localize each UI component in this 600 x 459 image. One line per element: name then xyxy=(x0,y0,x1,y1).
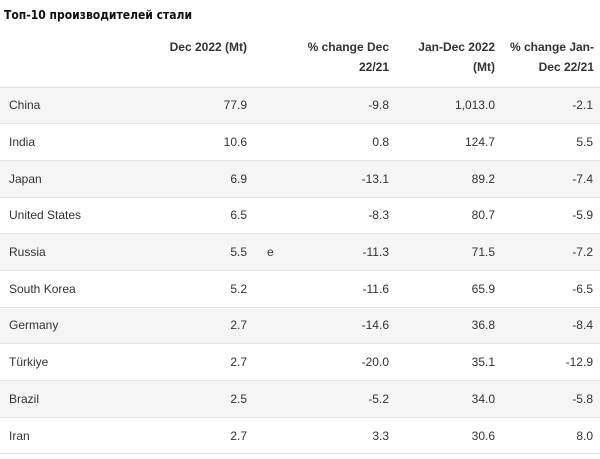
country-cell: South Korea xyxy=(0,270,160,308)
table-row: Türkiye 2.7 -20.0 35.1 -12.9 xyxy=(0,343,600,381)
country-cell: Russia xyxy=(0,233,160,271)
dec-2022-cell: 2.5 xyxy=(160,380,253,418)
header-country xyxy=(0,33,160,88)
dec-2022-cell: 10.6 xyxy=(160,123,253,161)
estimate-flag-cell xyxy=(253,197,273,235)
dec-2022-cell: 2.7 xyxy=(160,417,253,455)
dec-change-cell: -14.6 xyxy=(273,307,395,345)
header-dec-2022: Dec 2022 (Mt) xyxy=(160,33,253,88)
jan-dec-2022-cell: 71.5 xyxy=(395,233,501,271)
jan-dec-2022-cell: 36.8 xyxy=(395,307,501,345)
table-row: Iran 2.7 3.3 30.6 8.0 xyxy=(0,417,600,455)
table-row: South Korea 5.2 -11.6 65.9 -6.5 xyxy=(0,270,600,308)
jan-dec-change-cell: -2.1 xyxy=(501,87,600,125)
table-body: China 77.9 -9.8 1,013.0 -2.1 India 10.6 0.8 124.… xyxy=(0,87,600,455)
estimate-flag-cell xyxy=(253,123,273,161)
dec-change-cell: -11.3 xyxy=(273,233,395,271)
dec-change-cell: -9.8 xyxy=(273,87,395,125)
header-row: Dec 2022 (Mt) % change Dec 22/21 Jan-Dec… xyxy=(0,33,600,88)
dec-change-cell: 3.3 xyxy=(273,417,395,455)
country-cell: China xyxy=(0,87,160,125)
estimate-flag-cell xyxy=(253,417,273,455)
dec-change-cell: 0.8 xyxy=(273,123,395,161)
header-jan-dec-2022: Jan-Dec 2022 (Mt) xyxy=(395,33,501,88)
estimate-flag-cell xyxy=(253,87,273,125)
jan-dec-change-cell: -12.9 xyxy=(501,343,600,381)
table-row: China 77.9 -9.8 1,013.0 -2.1 xyxy=(0,87,600,125)
estimate-flag-cell xyxy=(253,160,273,198)
dec-change-cell: -5.2 xyxy=(273,380,395,418)
dec-change-cell: -11.6 xyxy=(273,270,395,308)
jan-dec-change-cell: -6.5 xyxy=(501,270,600,308)
jan-dec-2022-cell: 34.0 xyxy=(395,380,501,418)
jan-dec-2022-cell: 30.6 xyxy=(395,417,501,455)
estimate-flag-cell xyxy=(253,270,273,308)
table-row: Brazil 2.5 -5.2 34.0 -5.8 xyxy=(0,380,600,418)
dec-change-cell: -8.3 xyxy=(273,197,395,235)
country-cell: Japan xyxy=(0,160,160,198)
jan-dec-change-cell: -8.4 xyxy=(501,307,600,345)
jan-dec-2022-cell: 89.2 xyxy=(395,160,501,198)
dec-2022-cell: 5.2 xyxy=(160,270,253,308)
header-dec-change: % change Dec 22/21 xyxy=(273,33,395,88)
dec-2022-cell: 2.7 xyxy=(160,307,253,345)
steel-producers-table: Dec 2022 (Mt) % change Dec 22/21 Jan-Dec… xyxy=(0,33,600,455)
jan-dec-2022-cell: 65.9 xyxy=(395,270,501,308)
dec-change-cell: -20.0 xyxy=(273,343,395,381)
dec-2022-cell: 5.5 xyxy=(160,233,253,271)
jan-dec-change-cell: -5.8 xyxy=(501,380,600,418)
jan-dec-2022-cell: 1,013.0 xyxy=(395,87,501,125)
table-row: Germany 2.7 -14.6 36.8 -8.4 xyxy=(0,307,600,345)
table-row: Russia 5.5 e -11.3 71.5 -7.2 xyxy=(0,233,600,271)
country-cell: Germany xyxy=(0,307,160,345)
table-row: India 10.6 0.8 124.7 5.5 xyxy=(0,123,600,161)
estimate-flag-cell: e xyxy=(253,233,274,271)
estimate-flag-cell xyxy=(253,380,273,418)
dec-2022-cell: 6.5 xyxy=(160,197,253,235)
country-cell: United States xyxy=(0,197,160,235)
country-cell: Brazil xyxy=(0,380,160,418)
table-row: United States 6.5 -8.3 80.7 -5.9 xyxy=(0,197,600,235)
jan-dec-change-cell: -7.2 xyxy=(501,233,600,271)
table-header: Dec 2022 (Mt) % change Dec 22/21 Jan-Dec… xyxy=(0,33,600,88)
jan-dec-change-cell: 8.0 xyxy=(501,417,600,455)
dec-2022-cell: 77.9 xyxy=(160,87,253,125)
country-cell: Iran xyxy=(0,417,160,455)
jan-dec-2022-cell: 80.7 xyxy=(395,197,501,235)
header-flag xyxy=(253,33,273,88)
page-title: Топ-10 производителей стали xyxy=(0,5,276,25)
estimate-flag-cell xyxy=(253,307,273,345)
dec-change-cell: -13.1 xyxy=(273,160,395,198)
jan-dec-change-cell: -5.9 xyxy=(501,197,600,235)
table-row: Japan 6.9 -13.1 89.2 -7.4 xyxy=(0,160,600,198)
jan-dec-change-cell: 5.5 xyxy=(501,123,600,161)
dec-2022-cell: 2.7 xyxy=(160,343,253,381)
jan-dec-change-cell: -7.4 xyxy=(501,160,600,198)
jan-dec-2022-cell: 124.7 xyxy=(395,123,501,161)
country-cell: India xyxy=(0,123,160,161)
header-jan-dec-change: % change Jan-Dec 22/21 xyxy=(501,33,600,88)
estimate-flag-cell xyxy=(253,343,273,381)
dec-2022-cell: 6.9 xyxy=(160,160,253,198)
country-cell: Türkiye xyxy=(0,343,160,381)
jan-dec-2022-cell: 35.1 xyxy=(395,343,501,381)
